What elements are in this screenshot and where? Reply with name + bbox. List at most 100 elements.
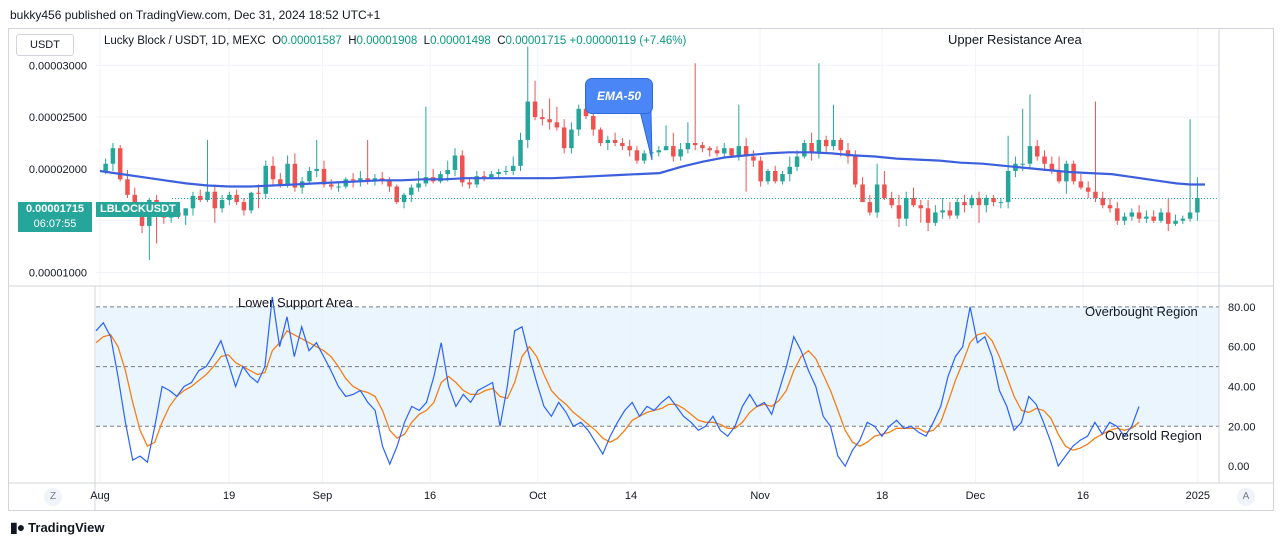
candle (438, 170, 443, 184)
candle (671, 132, 676, 162)
candle-body (314, 168, 319, 171)
candle-body (736, 146, 742, 156)
candle (707, 146, 712, 157)
candle (445, 160, 450, 182)
candle-body (656, 150, 662, 153)
candle-body (1144, 216, 1149, 219)
candle-body (780, 174, 785, 182)
timezone-z-button[interactable]: Z (44, 488, 62, 506)
candle-body (896, 205, 902, 219)
candle (1115, 202, 1120, 225)
candle-body (532, 101, 538, 118)
candle-body (554, 122, 560, 128)
candle (918, 200, 924, 223)
candle (1093, 101, 1098, 203)
candle-body (772, 170, 778, 182)
candle (743, 137, 749, 192)
candle-body (1107, 205, 1113, 209)
candle (845, 143, 851, 164)
candle-body (984, 197, 989, 206)
candle-body (1122, 216, 1127, 221)
candle (183, 208, 188, 225)
candle-body (1056, 170, 1062, 182)
candle (496, 168, 501, 179)
candle-body (576, 108, 581, 130)
currency-button[interactable]: USDT (16, 34, 74, 56)
candle-body (1136, 212, 1142, 219)
candle-body (278, 179, 283, 185)
price-tick-label: 0.00001000 (29, 268, 87, 280)
candle-body (882, 184, 887, 198)
rsi-axis-ticks: 80.00 60.00 40.00 20.00 0.00 (1228, 302, 1256, 473)
candle-body (743, 146, 749, 157)
candle (933, 205, 938, 226)
last-price-tag: 0.00001715 06:07:55 LBLOCKUSDT (18, 202, 180, 232)
candle-body (685, 143, 691, 150)
candle-body (1195, 197, 1200, 213)
candle (197, 189, 203, 203)
candle-body (416, 183, 421, 188)
candle (1187, 119, 1193, 222)
legend-open: 0.00001587 (281, 35, 342, 47)
candle-body (132, 194, 138, 206)
rsi-tick-label: 60.00 (1228, 342, 1256, 354)
candle-body (227, 194, 232, 201)
candle (423, 106, 429, 187)
candle (1158, 208, 1164, 223)
auto-scale-button[interactable]: A (1237, 488, 1255, 506)
chart-frame (8, 28, 1274, 511)
candle-countdown: 06:07:55 (18, 217, 92, 232)
rsi-guide-lines (96, 306, 1219, 427)
candle-body (1093, 191, 1098, 198)
candle (1173, 214, 1178, 226)
last-price-value: 0.00001715 (18, 202, 92, 217)
candle-body (816, 139, 822, 154)
candle (561, 119, 567, 154)
candle (1042, 150, 1047, 171)
candle (525, 46, 531, 149)
price-tick-label: 0.00002500 (29, 112, 87, 124)
candle-body (212, 191, 218, 209)
candle (234, 189, 239, 206)
candle-body (583, 108, 589, 117)
candle-body (947, 210, 953, 216)
candle (903, 191, 909, 226)
time-tick-label: Nov (750, 490, 770, 502)
candle-body (969, 197, 974, 206)
candle-body (350, 179, 356, 181)
candle-body (889, 197, 894, 206)
candle-body (911, 197, 916, 206)
candle-body (591, 116, 596, 130)
candle (656, 146, 662, 157)
candle-body (976, 197, 982, 206)
candle-body (1115, 208, 1120, 221)
candle-body (1180, 218, 1186, 221)
candle-body (903, 197, 909, 219)
candle (394, 184, 400, 205)
candle (1078, 174, 1084, 190)
candle-body (1027, 146, 1033, 164)
candle (962, 194, 967, 213)
candle-body (918, 205, 924, 209)
candle (802, 139, 807, 159)
candle-body (263, 165, 269, 194)
ema-callout: EMA-50 (585, 78, 653, 114)
candle-body (729, 148, 734, 156)
candle (780, 170, 785, 185)
candle (569, 122, 574, 154)
rsi-tick-label: 0.00 (1228, 461, 1249, 473)
candle (940, 197, 945, 219)
candle (823, 135, 829, 154)
candle (1144, 210, 1149, 223)
rsi-line (95, 296, 1140, 468)
legend-low: 0.00001498 (430, 35, 491, 47)
candle (481, 170, 487, 182)
candle (772, 165, 778, 184)
candle-body (838, 139, 843, 151)
candle-body (438, 174, 443, 182)
legend-low-label: L (423, 35, 431, 47)
time-tick-label: 2025 (1186, 490, 1210, 502)
candle (358, 170, 363, 187)
candle (765, 168, 771, 185)
